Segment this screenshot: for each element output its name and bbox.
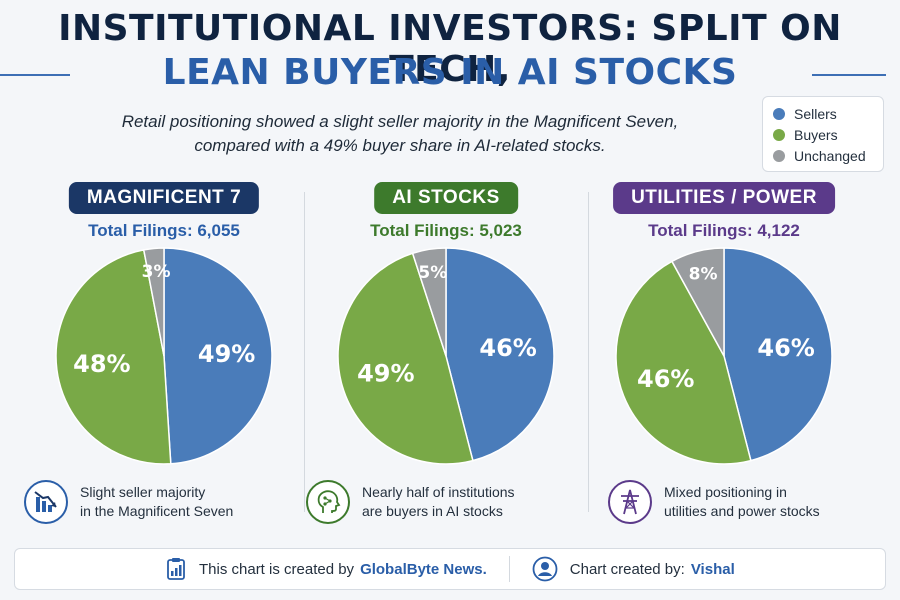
panel-badge: UTILITIES / POWER: [613, 182, 835, 214]
legend-swatch-buyers: [773, 128, 785, 141]
pie-slice-buyers: [337, 252, 474, 465]
subtitle-line-1: Retail positioning showed a slight selle…: [121, 112, 679, 131]
total-filings: Total Filings: 6,055: [88, 221, 240, 240]
pie-label-buyers: 48%: [73, 350, 130, 378]
pie-label-buyers: 49%: [357, 359, 414, 387]
panel-caption: Mixed positioning in utilities and power…: [608, 472, 888, 532]
pie-label-sellers: 49%: [198, 340, 255, 368]
footer: This chart is created by GlobalByte News…: [14, 548, 886, 590]
pie-slice-buyers: [55, 249, 172, 465]
pie-label-unchanged: 8%: [689, 264, 718, 284]
panel-divider: [304, 192, 305, 512]
pie-chart-ai-stocks: 46% 49% 5%: [337, 247, 555, 465]
footer-source: This chart is created by GlobalByte News…: [165, 557, 487, 581]
pie-label-buyers: 46%: [637, 365, 694, 393]
power-tower-icon: [608, 480, 652, 524]
caption-text: Nearly half of institutions are buyers i…: [362, 483, 532, 521]
legend-item-buyers: Buyers: [773, 124, 873, 145]
footer-author-label: Chart created by:: [569, 560, 685, 578]
caption-line-1: Nearly half of institutions: [362, 484, 515, 500]
footer-author: Chart created by: Vishal: [532, 556, 735, 582]
total-filings: Total Filings: 5,023: [370, 221, 522, 240]
panel-badge: AI STOCKS: [374, 182, 518, 214]
user-icon: [532, 556, 558, 582]
legend-item-unchanged: Unchanged: [773, 145, 873, 166]
panel-utilities-power: UTILITIES / POWER Total Filings: 4,122 4…: [584, 182, 864, 532]
panel-divider: [588, 192, 589, 512]
caption-line-1: Slight seller majority: [80, 484, 206, 500]
total-filings: Total Filings: 4,122: [648, 221, 800, 240]
legend-label-sellers: Sellers: [794, 105, 837, 122]
title-rule-left: [0, 74, 70, 76]
footer-source-name: GlobalByte News.: [360, 560, 487, 578]
legend-item-sellers: Sellers: [773, 103, 873, 124]
pie-label-sellers: 46%: [757, 334, 814, 362]
footer-source-text: This chart is created by: [199, 560, 355, 578]
pie-label-sellers: 46%: [479, 334, 536, 362]
caption-text: Mixed positioning in utilities and power…: [664, 483, 834, 521]
legend-swatch-sellers: [773, 107, 785, 120]
pie-slice-sellers: [445, 247, 555, 462]
panel-caption: Slight seller majority in the Magnificen…: [24, 472, 304, 532]
caption-line-2: in the Magnificent Seven: [80, 503, 234, 519]
pie-chart-utilities-power: 46% 46% 8%: [615, 247, 833, 465]
pie-slice-sellers: [163, 247, 273, 465]
subtitle: Retail positioning showed a slight selle…: [60, 110, 740, 158]
panel-ai-stocks: AI STOCKS Total Filings: 5,023 46% 49% 5% …: [306, 182, 586, 532]
panel-badge: MAGNIFICENT 7: [68, 182, 260, 214]
legend-swatch-unchanged: [773, 149, 785, 162]
title-rule-right: [812, 74, 886, 76]
pie-slice-buyers: [615, 260, 752, 465]
pie-slice-unchanged: [670, 247, 725, 357]
title-line-1: INSTITUTIONAL INVESTORS: SPLIT ON TECH,: [58, 8, 842, 90]
legend-label-unchanged: Unchanged: [794, 147, 866, 164]
caption-line-2: utilities and power stocks: [664, 503, 820, 519]
caption-text: Slight seller majority in the Magnificen…: [80, 483, 250, 521]
caption-line-1: Mixed positioning in: [664, 484, 787, 500]
pie-chart-magnificent-7: 49% 48% 3%: [55, 247, 273, 465]
pie-label-unchanged: 3%: [142, 262, 171, 282]
caption-line-2: are buyers in AI stocks: [362, 503, 503, 519]
pie-slice-sellers: [723, 247, 833, 462]
clipboard-chart-icon: [167, 558, 185, 580]
pie-slice-unchanged: [142, 247, 165, 357]
footer-separator: [508, 556, 510, 582]
footer-author-name: Vishal: [690, 560, 735, 578]
pie-label-unchanged: 5%: [418, 263, 447, 283]
legend-label-buyers: Buyers: [794, 126, 838, 143]
title-line-2: LEAN BUYERS IN AI STOCKS: [162, 52, 738, 93]
pie-slice-unchanged: [411, 247, 447, 357]
panel-caption: Nearly half of institutions are buyers i…: [306, 472, 586, 532]
subtitle-line-2: compared with a 49% buyer share in AI-re…: [194, 136, 606, 155]
chart-legend: Sellers Buyers Unchanged: [762, 96, 884, 172]
ai-head-icon: [306, 480, 350, 524]
chart-down-icon: [24, 480, 68, 524]
panel-magnificent-7: MAGNIFICENT 7 Total Filings: 6,055 49% 48…: [24, 182, 304, 532]
